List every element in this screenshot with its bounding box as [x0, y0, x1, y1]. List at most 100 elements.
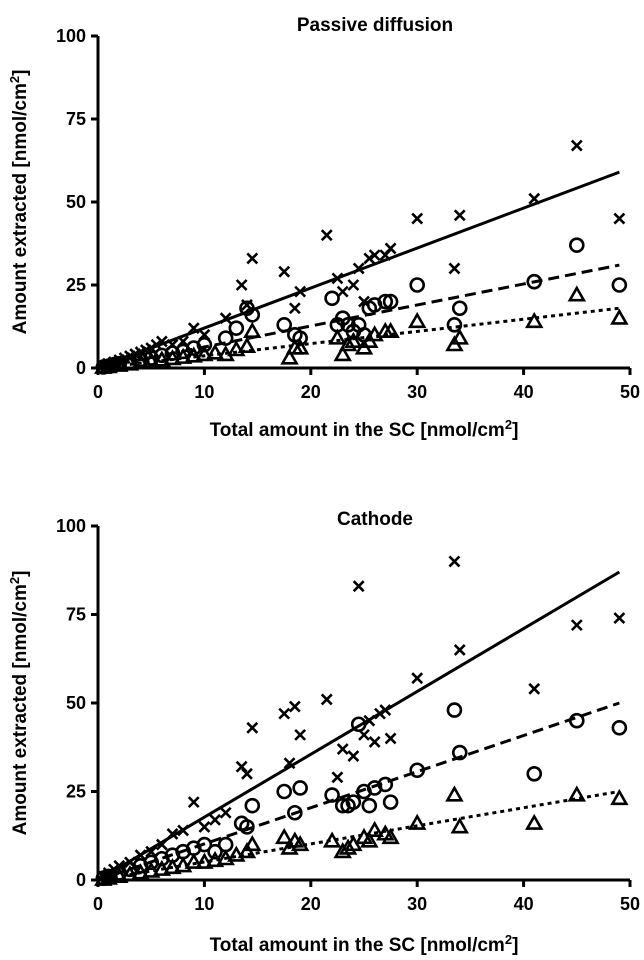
marker-x: [283, 757, 296, 770]
marker-circle: [382, 293, 399, 310]
marker-circle: [377, 776, 394, 793]
chart-title: Cathode: [337, 509, 413, 530]
marker-triangle: [450, 817, 470, 834]
marker-circle: [154, 347, 170, 364]
marker-x: [331, 771, 344, 784]
marker-triangle: [450, 328, 470, 345]
marker-x: [331, 272, 344, 285]
marker-triangle: [184, 852, 204, 869]
chart-title: Passive diffusion: [297, 15, 453, 36]
marker-triangle: [445, 785, 464, 802]
x-tick-label: 40: [514, 894, 534, 914]
y-tick-label: 50: [66, 693, 86, 713]
x-tick-label: 10: [194, 894, 214, 914]
y-tick-label: 25: [66, 275, 86, 295]
marker-circle: [451, 744, 468, 761]
marker-triangle: [610, 788, 629, 806]
x-tick-label: 20: [301, 382, 321, 402]
marker-x: [570, 619, 583, 632]
marker-x: [187, 796, 200, 809]
marker-triangle: [567, 785, 587, 802]
fit-line-dotted: [97, 790, 620, 882]
marker-circle: [526, 273, 543, 290]
marker-x: [320, 693, 333, 706]
marker-triangle: [141, 351, 161, 368]
marker-triangle: [567, 285, 587, 302]
axis-ticks: 0 10 20 30 40 50 0 25 50 75 100: [56, 26, 640, 402]
y-tick-label: 100: [56, 516, 86, 536]
marker-circle: [611, 719, 628, 736]
fit-line-solid: [97, 570, 621, 882]
x-tick-label: 40: [514, 382, 534, 402]
marker-triangle: [365, 325, 384, 342]
marker-x: [411, 672, 424, 685]
marker-x: [241, 767, 253, 780]
marker-circle: [568, 237, 585, 253]
marker-triangle: [173, 347, 193, 364]
marker-circle: [276, 317, 293, 333]
marker-x: [219, 806, 232, 819]
marker-circle: [446, 702, 463, 718]
marker-x: [155, 335, 168, 348]
marker-triangle: [152, 350, 172, 367]
marker-triangle: [381, 827, 400, 845]
marker-triangle: [131, 353, 150, 370]
y-tick-label: 0: [76, 870, 86, 890]
marker-triangle: [99, 868, 118, 885]
marker-triangle: [333, 345, 352, 362]
marker-triangle: [338, 838, 358, 855]
x-tick-label: 50: [620, 382, 640, 402]
marker-x: [278, 707, 291, 720]
marker-x: [246, 252, 259, 265]
y-tick-label: 50: [66, 192, 86, 212]
marker-x: [294, 728, 307, 741]
marker-circle: [409, 762, 426, 779]
marker-circle: [382, 794, 399, 810]
x-tick-label: 30: [407, 382, 427, 402]
marker-x: [352, 580, 365, 593]
fit-line-dashed: [97, 263, 620, 370]
marker-triangle: [152, 859, 172, 876]
x-tick-label: 20: [301, 894, 321, 914]
marker-circle: [244, 307, 261, 323]
marker-x: [209, 813, 221, 826]
fit-lines: [97, 570, 621, 882]
y-tick-label: 75: [66, 109, 86, 129]
marker-x: [448, 555, 461, 568]
marker-x: [134, 849, 147, 862]
y-tick-label: 25: [66, 782, 86, 802]
marker-circle: [324, 290, 340, 307]
marker-x: [570, 139, 583, 152]
marker-circle: [276, 783, 293, 800]
y-tick-label: 0: [76, 358, 86, 378]
marker-triangle: [141, 861, 161, 878]
y-axis-label: Amount extracted [nmol/cm2]: [7, 571, 32, 836]
marker-triangle: [243, 834, 262, 852]
marker-x: [363, 252, 376, 265]
marker-triangle: [360, 831, 379, 848]
marker-triangle: [524, 311, 544, 329]
marker-triangle: [227, 340, 246, 357]
marker-triangle: [407, 813, 427, 830]
marker-x: [379, 704, 392, 716]
marker-triangle: [243, 321, 262, 339]
marker-triangle: [195, 852, 214, 869]
marker-triangle: [407, 311, 427, 329]
data-markers: [94, 555, 629, 887]
marker-circle: [568, 712, 585, 729]
marker-triangle: [274, 827, 294, 845]
marker-x: [347, 279, 360, 291]
marker-triangle: [338, 335, 358, 352]
marker-x: [528, 192, 541, 205]
marker-circle: [377, 293, 394, 310]
chart-panel-cathode: Cathode 0 10 20 30 40 50 0 25 50 75 100 Amount ext…: [7, 509, 641, 956]
x-tick-label: 50: [620, 894, 640, 914]
marker-circle: [164, 345, 181, 361]
marker-triangle: [280, 348, 299, 365]
y-axis-label: Amount extracted [nmol/cm2]: [7, 70, 32, 335]
marker-triangle: [110, 355, 129, 372]
marker-circle: [350, 716, 367, 733]
y-tick-label: 100: [56, 26, 86, 46]
x-tick-label: 0: [93, 382, 103, 402]
marker-triangle: [237, 336, 257, 353]
